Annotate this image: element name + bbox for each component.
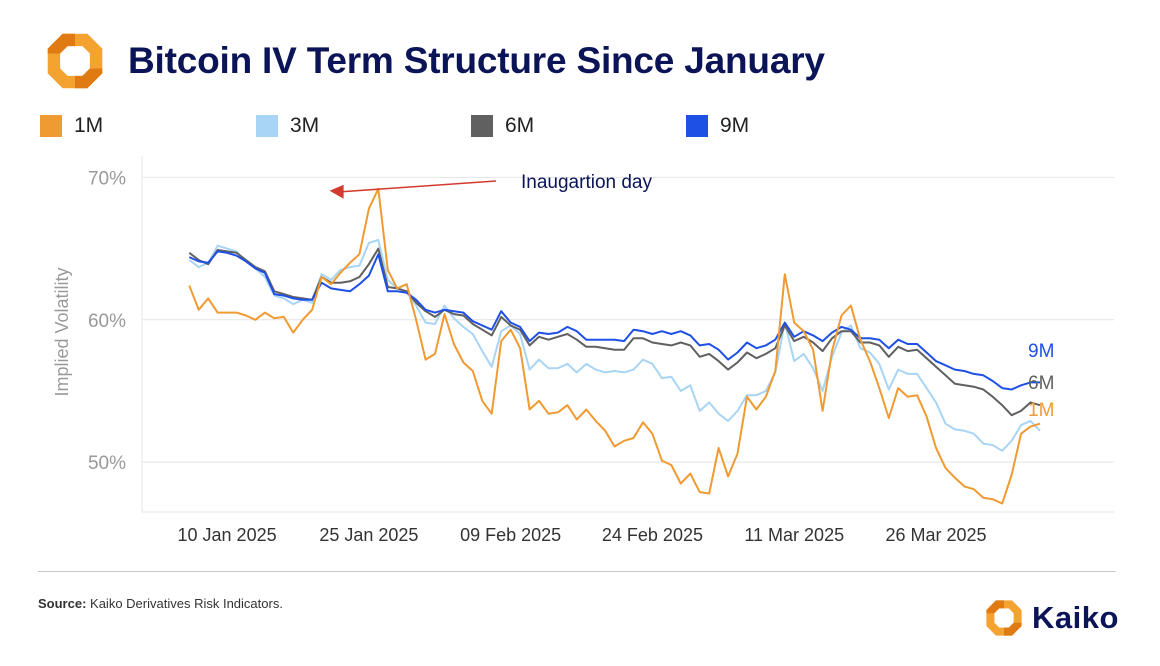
kaiko-logo-icon	[47, 33, 103, 89]
annotation-text: Inaugartion day	[521, 172, 652, 193]
kaiko-brand: Kaiko	[984, 598, 1119, 638]
y-axis-title: Implied Volatility	[52, 267, 72, 396]
source-label: Source:	[38, 596, 87, 611]
legend-swatch-1m	[40, 115, 62, 137]
series-line-6m	[188, 247, 1041, 417]
y-tick-label: 60%	[88, 311, 126, 332]
annotation-arrow-line	[341, 180, 497, 193]
brand-name: Kaiko	[1032, 600, 1119, 635]
legend-swatch-6m	[471, 115, 493, 137]
x-tick-label: 11 Mar 2025	[744, 525, 844, 545]
series-line-3m	[188, 239, 1041, 452]
legend-swatch-9m	[686, 115, 708, 137]
end-label-1m: 1M	[1028, 400, 1054, 421]
y-tick-label: 50%	[88, 453, 126, 474]
kaiko-brand-logo-icon	[986, 600, 1022, 636]
x-tick-label: 10 Jan 2025	[178, 525, 277, 545]
x-tick-label: 24 Feb 2025	[602, 525, 703, 545]
page-title: Bitcoin IV Term Structure Since January	[128, 40, 825, 81]
y-tick-label: 70%	[88, 168, 126, 189]
annotation-arrowhead	[329, 184, 344, 199]
legend-item-9m: 9M	[686, 114, 749, 138]
end-label-9m: 9M	[1028, 341, 1054, 362]
legend-label-9m: 9M	[720, 114, 750, 137]
iv-term-structure-chart: 50% 60% 70% 10 Jan 2025 25 Jan 2025 09 Feb 20…	[52, 156, 1114, 545]
legend-item-3m: 3M	[256, 114, 319, 138]
x-tick-label: 25 Jan 2025	[319, 525, 418, 545]
footer-divider	[38, 571, 1116, 572]
series-line-1m	[188, 187, 1041, 505]
legend-label-1m: 1M	[74, 114, 104, 137]
series-line-9m	[188, 250, 1040, 391]
x-tick-label: 26 Mar 2025	[885, 525, 986, 545]
source-note: Source: Kaiko Derivatives Risk Indicator…	[38, 596, 283, 611]
legend-swatch-3m	[256, 115, 278, 137]
legend-item-1m: 1M	[40, 114, 103, 138]
source-text: Kaiko Derivatives Risk Indicators.	[90, 596, 283, 611]
end-label-6m: 6M	[1028, 373, 1054, 394]
legend-item-6m: 6M	[471, 114, 534, 138]
x-tick-label: 09 Feb 2025	[460, 525, 561, 545]
legend-label-6m: 6M	[505, 114, 535, 137]
legend-label-3m: 3M	[290, 114, 320, 137]
chart-legend: 1M 3M 6M 9M	[0, 114, 1160, 144]
